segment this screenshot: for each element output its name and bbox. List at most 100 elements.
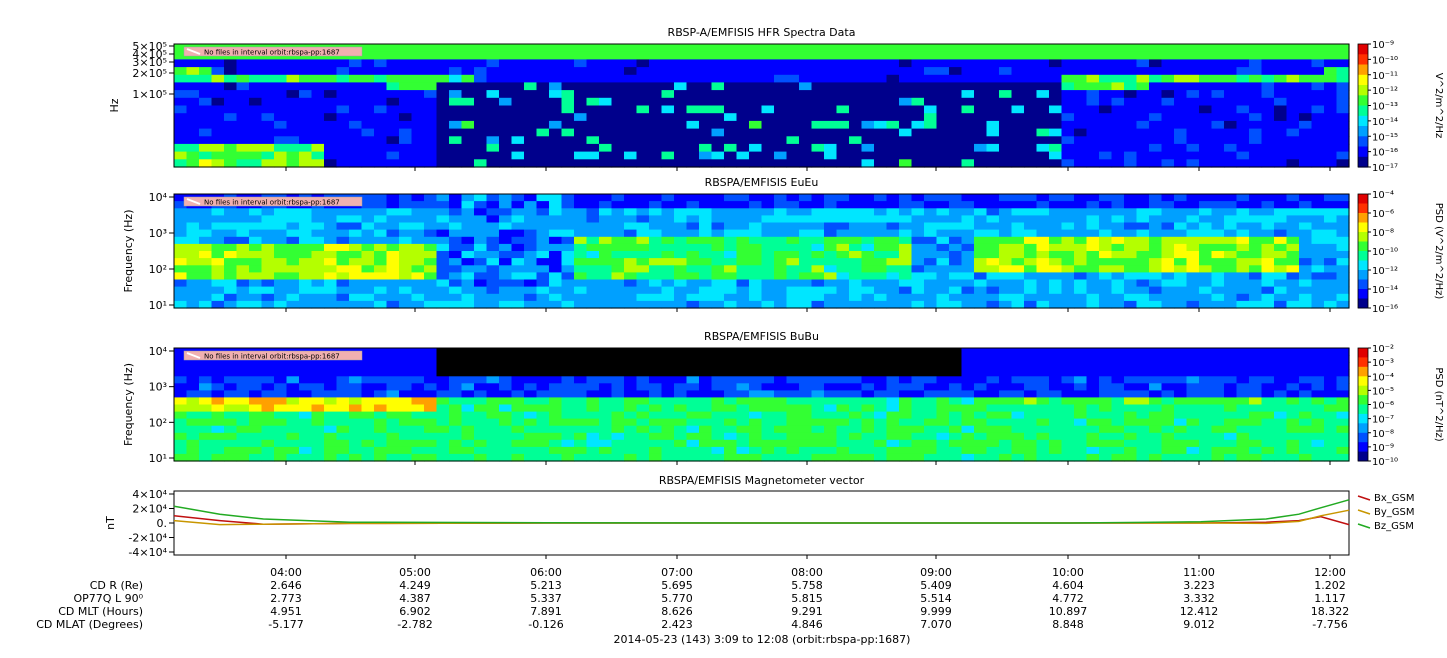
heatmap-cell — [936, 279, 950, 288]
heatmap-cell — [336, 376, 350, 384]
heatmap-cell — [1211, 74, 1225, 84]
heatmap-cell — [836, 105, 850, 114]
heatmap-cell — [824, 265, 838, 273]
heatmap-cell — [936, 293, 950, 302]
heatmap-cell — [1061, 208, 1075, 216]
heatmap-cell — [236, 279, 250, 288]
heatmap-cell — [561, 432, 575, 441]
colorbar-segment — [1358, 54, 1368, 66]
heatmap-cell — [761, 258, 775, 266]
heatmap-cell — [1086, 194, 1100, 202]
heatmap-cell — [586, 369, 600, 377]
heatmap-cell — [961, 418, 975, 427]
heatmap-cell — [1099, 208, 1113, 216]
heatmap-cell — [986, 120, 1000, 130]
heatmap-cell — [424, 208, 438, 216]
colorbar-segment — [1358, 376, 1368, 387]
heatmap-cell — [1161, 439, 1175, 448]
heatmap-cell — [236, 362, 250, 370]
heatmap-cell — [849, 90, 863, 99]
heatmap-cell — [186, 229, 200, 238]
heatmap-cell — [174, 90, 188, 99]
heatmap-cell — [1049, 97, 1063, 107]
heatmap-cell — [761, 355, 775, 363]
heatmap-cell — [199, 272, 213, 281]
heatmap-cell — [1061, 383, 1075, 391]
heatmap-cell — [1199, 383, 1213, 391]
heatmap-cell — [1036, 369, 1050, 377]
heatmap-cell — [499, 300, 513, 309]
heatmap-cell — [424, 439, 438, 448]
heatmap-cell — [961, 229, 975, 238]
heatmap-cell — [199, 432, 213, 441]
heatmap-cell — [199, 59, 213, 68]
heatmap-cell — [461, 439, 475, 448]
heatmap-cell — [874, 59, 888, 68]
heatmap-cell — [1074, 265, 1088, 273]
heatmap-cell — [1161, 59, 1175, 68]
heatmap-cell — [174, 432, 188, 441]
heatmap-cell — [1086, 74, 1100, 84]
heatmap-cell — [1336, 222, 1350, 231]
heatmap-cell — [286, 143, 300, 153]
heatmap-cell — [724, 446, 738, 455]
heatmap-cell — [736, 369, 750, 377]
heatmap-cell — [1311, 404, 1325, 413]
heatmap-cell — [1224, 258, 1238, 266]
heatmap-cell — [649, 82, 663, 91]
heatmap-cell — [199, 222, 213, 231]
heatmap-cell — [924, 194, 938, 202]
heatmap-cell — [1161, 136, 1175, 145]
heatmap-cell — [1286, 120, 1300, 130]
heatmap-cell — [224, 418, 238, 427]
heatmap-cell — [949, 300, 963, 309]
heatmap-cell — [324, 208, 338, 216]
heatmap-cell — [486, 251, 500, 259]
heatmap-cell — [986, 90, 1000, 99]
heatmap-cell — [1261, 376, 1275, 384]
heatmap-cell — [1086, 159, 1100, 168]
heatmap-cell — [1224, 229, 1238, 238]
heatmap-cell — [936, 453, 950, 462]
heatmap-cell — [1036, 376, 1050, 384]
heatmap-cell — [549, 432, 563, 441]
heatmap-cell — [1261, 105, 1275, 114]
heatmap-cell — [811, 265, 825, 273]
heatmap-cell — [699, 432, 713, 441]
heatmap-cell — [699, 194, 713, 202]
heatmap-cell — [849, 404, 863, 413]
heatmap-cell — [599, 44, 613, 53]
heatmap-cell — [924, 208, 938, 216]
heatmap-cell — [924, 201, 938, 209]
heatmap-cell — [786, 293, 800, 302]
heatmap-cell — [536, 425, 550, 434]
heatmap-cell — [386, 383, 400, 391]
heatmap-cell — [886, 201, 900, 209]
heatmap-cell — [386, 348, 400, 356]
heatmap-cell — [1049, 74, 1063, 84]
heatmap-cell — [411, 369, 425, 377]
heatmap-cell — [736, 151, 750, 160]
heatmap-cell — [261, 90, 275, 99]
heatmap-cell — [1161, 97, 1175, 107]
heatmap-cell — [436, 105, 450, 114]
heatmap-cell — [1224, 355, 1238, 363]
heatmap-cell — [374, 362, 388, 370]
heatmap-cell — [536, 67, 550, 76]
heatmap-cell — [1211, 362, 1225, 370]
heatmap-cell — [299, 59, 313, 68]
heatmap-cell — [1324, 362, 1338, 370]
heatmap-cell — [536, 243, 550, 252]
heatmap-cell — [174, 362, 188, 370]
heatmap-cell — [874, 243, 888, 252]
heatmap-cell — [261, 208, 275, 216]
heatmap-cell — [861, 300, 875, 309]
heatmap-cell — [1274, 362, 1288, 370]
heatmap-cell — [299, 418, 313, 427]
heatmap-cell — [1211, 355, 1225, 363]
heatmap-cell — [336, 151, 350, 160]
heatmap-cell — [961, 243, 975, 252]
heatmap-cell — [1299, 67, 1313, 76]
heatmap-cell — [524, 229, 538, 238]
heatmap-cell — [674, 44, 688, 53]
